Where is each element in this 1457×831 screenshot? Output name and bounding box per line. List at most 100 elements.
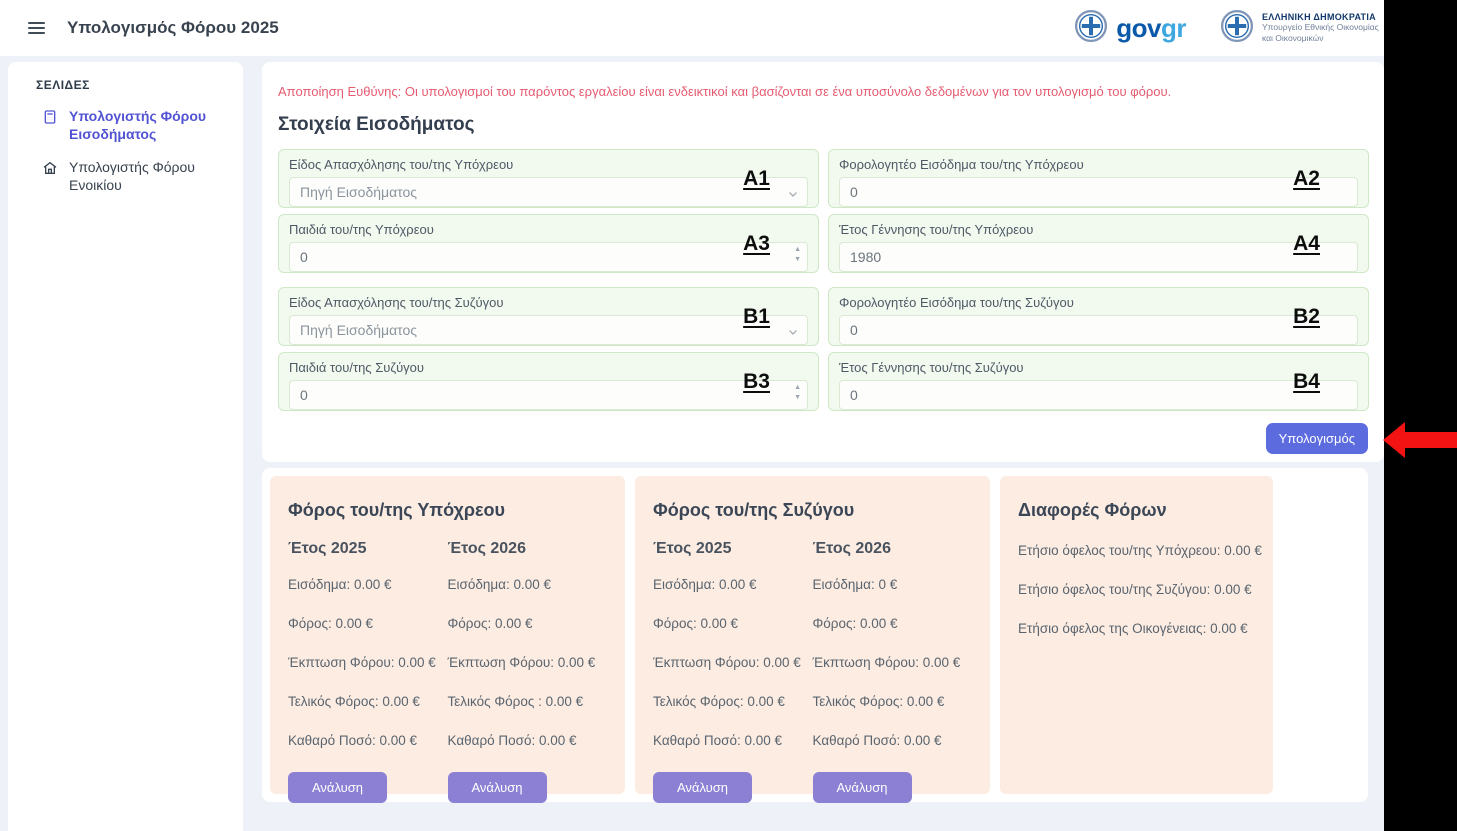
field-label: Φορολογητέο Εισόδημα του/της Υπόχρεου: [839, 157, 1084, 172]
year-label: Έτος 2025: [288, 540, 367, 557]
field-employment-obligor: Είδος Απασχόλησης του/της Υπόχρεου Πηγή …: [278, 149, 819, 208]
income-obligor-input[interactable]: [839, 177, 1358, 207]
annotation-b2: B2: [1293, 305, 1320, 328]
arrow-body: [1405, 432, 1457, 448]
children-spouse-input[interactable]: [289, 380, 808, 410]
result-row: Φόρος: 0.00 €: [653, 616, 739, 631]
result-row: Καθαρό Ποσό: 0.00 €: [812, 733, 942, 748]
card-title: Φόρος του/της Υπόχρεου: [288, 500, 505, 520]
year-label: Έτος 2026: [812, 540, 891, 557]
result-row: Εισόδημα: 0.00 €: [288, 577, 392, 592]
annotation-b1: B1: [743, 305, 770, 328]
tax-differences-card: Διαφορές Φόρων Ετήσιο όφελος του/της Υπό…: [1000, 476, 1273, 794]
result-row: Έκπτωση Φόρου: 0.00 €: [447, 655, 596, 670]
children-obligor-input[interactable]: [289, 242, 808, 272]
ministry-text: ΕΛΛΗΝΙΚΗ ΔΗΜΟΚΡΑΤΙΑ Υπουργείο Εθνικής Οι…: [1262, 12, 1379, 43]
card-title: Φόρος του/της Συζύγου: [653, 500, 855, 520]
analysis-button[interactable]: Ανάλυση: [288, 772, 388, 803]
form-grid-spouse: Είδος Απασχόλησης του/της Συζύγου Πηγή Ε…: [278, 287, 1369, 411]
income-form-card: Αποποίηση Ευθύνης: Οι υπολογισμοί του πα…: [262, 62, 1384, 462]
result-row: Εισόδημα: 0 €: [812, 577, 898, 592]
result-row: Έκπτωση Φόρου: 0.00 €: [812, 655, 961, 670]
analysis-button[interactable]: Ανάλυση: [653, 772, 753, 803]
year-2025-column: Έτος 2025 Εισόδημα: 0.00 € Φόρος: 0.00 €…: [288, 540, 448, 803]
annotation-a4: A4: [1293, 232, 1320, 255]
sidebar: ΣΕΛΙΔΕΣ Υπολογιστής Φόρου Εισοδήματος Υπ…: [8, 62, 243, 831]
form-grid-obligor: Είδος Απασχόλησης του/της Υπόχρεου Πηγή …: [278, 149, 1369, 273]
greek-emblem-icon: [1220, 9, 1254, 48]
chevron-down-icon: [787, 325, 799, 341]
year-2025-column: Έτος 2025 Εισόδημα: 0.00 € Φόρος: 0.00 €…: [653, 540, 813, 803]
sidebar-item-income-tax-calculator[interactable]: Υπολογιστής Φόρου Εισοδήματος: [8, 92, 243, 143]
annotation-a3: A3: [743, 232, 770, 255]
income-spouse-input[interactable]: [839, 315, 1358, 345]
result-row: Φόρος: 0.00 €: [812, 616, 898, 631]
select-value: Πηγή Εισοδήματος: [300, 184, 418, 200]
home-icon: [42, 160, 58, 181]
result-row: Έκπτωση Φόρου: 0.00 €: [288, 655, 436, 670]
chevron-down-icon: [787, 187, 799, 203]
field-label: Έτος Γέννησης του/της Υπόχρεου: [839, 222, 1034, 237]
result-row: Τελικός Φόρος: 0.00 €: [812, 694, 945, 709]
arrow-head-icon: [1383, 422, 1405, 458]
select-value: Πηγή Εισοδήματος: [300, 322, 418, 338]
annotation-a2: A2: [1293, 167, 1320, 190]
employment-spouse-select[interactable]: Πηγή Εισοδήματος: [289, 315, 808, 345]
employment-obligor-select[interactable]: Πηγή Εισοδήματος: [289, 177, 808, 207]
field-label: Είδος Απασχόλησης του/της Υπόχρεου: [289, 157, 514, 172]
result-row: Φόρος: 0.00 €: [288, 616, 374, 631]
year-label: Έτος 2025: [653, 540, 732, 557]
result-row: Τελικός Φόρος: 0.00 €: [288, 694, 420, 709]
result-row: Εισόδημα: 0.00 €: [653, 577, 757, 592]
field-children-spouse: Παιδιά του/της Συζύγου ▲▼ B3: [278, 352, 819, 411]
sidebar-item-label: Υπολογιστής Φόρου Ενοικίου: [69, 159, 195, 193]
section-heading: Στοιχεία Εισοδήματος: [278, 114, 475, 135]
result-row: Φόρος: 0.00 €: [447, 616, 533, 631]
result-row: Τελικός Φόρος: 0.00 €: [653, 694, 785, 709]
number-stepper-icon[interactable]: ▲ ▼: [794, 384, 801, 401]
analysis-button[interactable]: Ανάλυση: [447, 772, 547, 803]
ministry-logo: ΕΛΛΗΝΙΚΗ ΔΗΜΟΚΡΑΤΙΑ Υπουργείο Εθνικής Οι…: [1220, 9, 1380, 48]
sidebar-item-rent-tax-calculator[interactable]: Υπολογιστής Φόρου Ενοικίου: [8, 143, 243, 194]
topbar-logos: govgr ΕΛΛΗΝΙΚΗ ΔΗΜΟΚΡΑΤΙΑ Υπουργείο Εθνι…: [1074, 9, 1384, 48]
year-2026-column: Έτος 2026 Εισόδημα: 0.00 € Φόρος: 0.00 €…: [447, 540, 608, 803]
topbar: Υπολογισμός Φόρου 2025 govgr: [0, 0, 1384, 56]
govgr-logo: govgr: [1074, 9, 1187, 48]
benefit-line: Ετήσιο όφελος του/της Υπόχρεου: 0.00 €: [1018, 543, 1262, 558]
field-label: Παιδιά του/της Συζύγου: [289, 360, 425, 375]
calculate-button[interactable]: Υπολογισμός: [1265, 423, 1368, 454]
benefit-line: Ετήσιο όφελος του/της Συζύγου: 0.00 €: [1018, 582, 1252, 597]
benefit-line: Ετήσιο όφελος της Οικογένειας: 0.00 €: [1018, 621, 1248, 636]
year-2026-column: Έτος 2026 Εισόδημα: 0 € Φόρος: 0.00 € Έκ…: [812, 540, 973, 803]
field-label: Παιδιά του/της Υπόχρεου: [289, 222, 434, 237]
analysis-button[interactable]: Ανάλυση: [812, 772, 912, 803]
page-title: Υπολογισμός Φόρου 2025: [67, 18, 279, 37]
spouse-tax-card: Φόρος του/της Συζύγου Έτος 2025 Εισόδημα…: [635, 476, 990, 803]
birthyear-obligor-input[interactable]: [839, 242, 1358, 272]
sidebar-heading: ΣΕΛΙΔΕΣ: [36, 78, 90, 92]
result-row: Έκπτωση Φόρου: 0.00 €: [653, 655, 801, 670]
birthyear-spouse-input[interactable]: [839, 380, 1358, 410]
result-row: Καθαρό Ποσό: 0.00 €: [653, 733, 783, 748]
field-label: Φορολογητέο Εισόδημα του/της Συζύγου: [839, 295, 1074, 310]
field-label: Είδος Απασχόλησης του/της Συζύγου: [289, 295, 504, 310]
greek-emblem-icon: [1074, 9, 1108, 48]
obligor-tax-card: Φόρος του/της Υπόχρεου Έτος 2025 Εισόδημ…: [270, 476, 625, 803]
annotation-b3: B3: [743, 370, 770, 393]
red-arrow-annotation: [1383, 422, 1457, 458]
number-stepper-icon[interactable]: ▲ ▼: [794, 246, 801, 263]
result-row: Εισόδημα: 0.00 €: [447, 577, 552, 592]
hamburger-menu-icon[interactable]: [28, 22, 45, 34]
govgr-wordmark: govgr: [1116, 12, 1186, 43]
calculator-icon: [42, 109, 58, 130]
field-income-obligor: Φορολογητέο Εισόδημα του/της Υπόχρεου A2: [828, 149, 1369, 208]
card-title: Διαφορές Φόρων: [1018, 500, 1167, 520]
field-birthyear-spouse: Έτος Γέννησης του/της Συζύγου B4: [828, 352, 1369, 411]
result-row: Καθαρό Ποσό: 0.00 €: [447, 733, 577, 748]
field-label: Έτος Γέννησης του/της Συζύγου: [839, 360, 1024, 375]
screenshot-black-strip: [1384, 0, 1457, 831]
annotation-a1: A1: [743, 167, 770, 190]
result-row: Καθαρό Ποσό: 0.00 €: [288, 733, 418, 748]
year-label: Έτος 2026: [447, 540, 526, 557]
result-row: Τελικός Φόρος : 0.00 €: [447, 694, 584, 709]
